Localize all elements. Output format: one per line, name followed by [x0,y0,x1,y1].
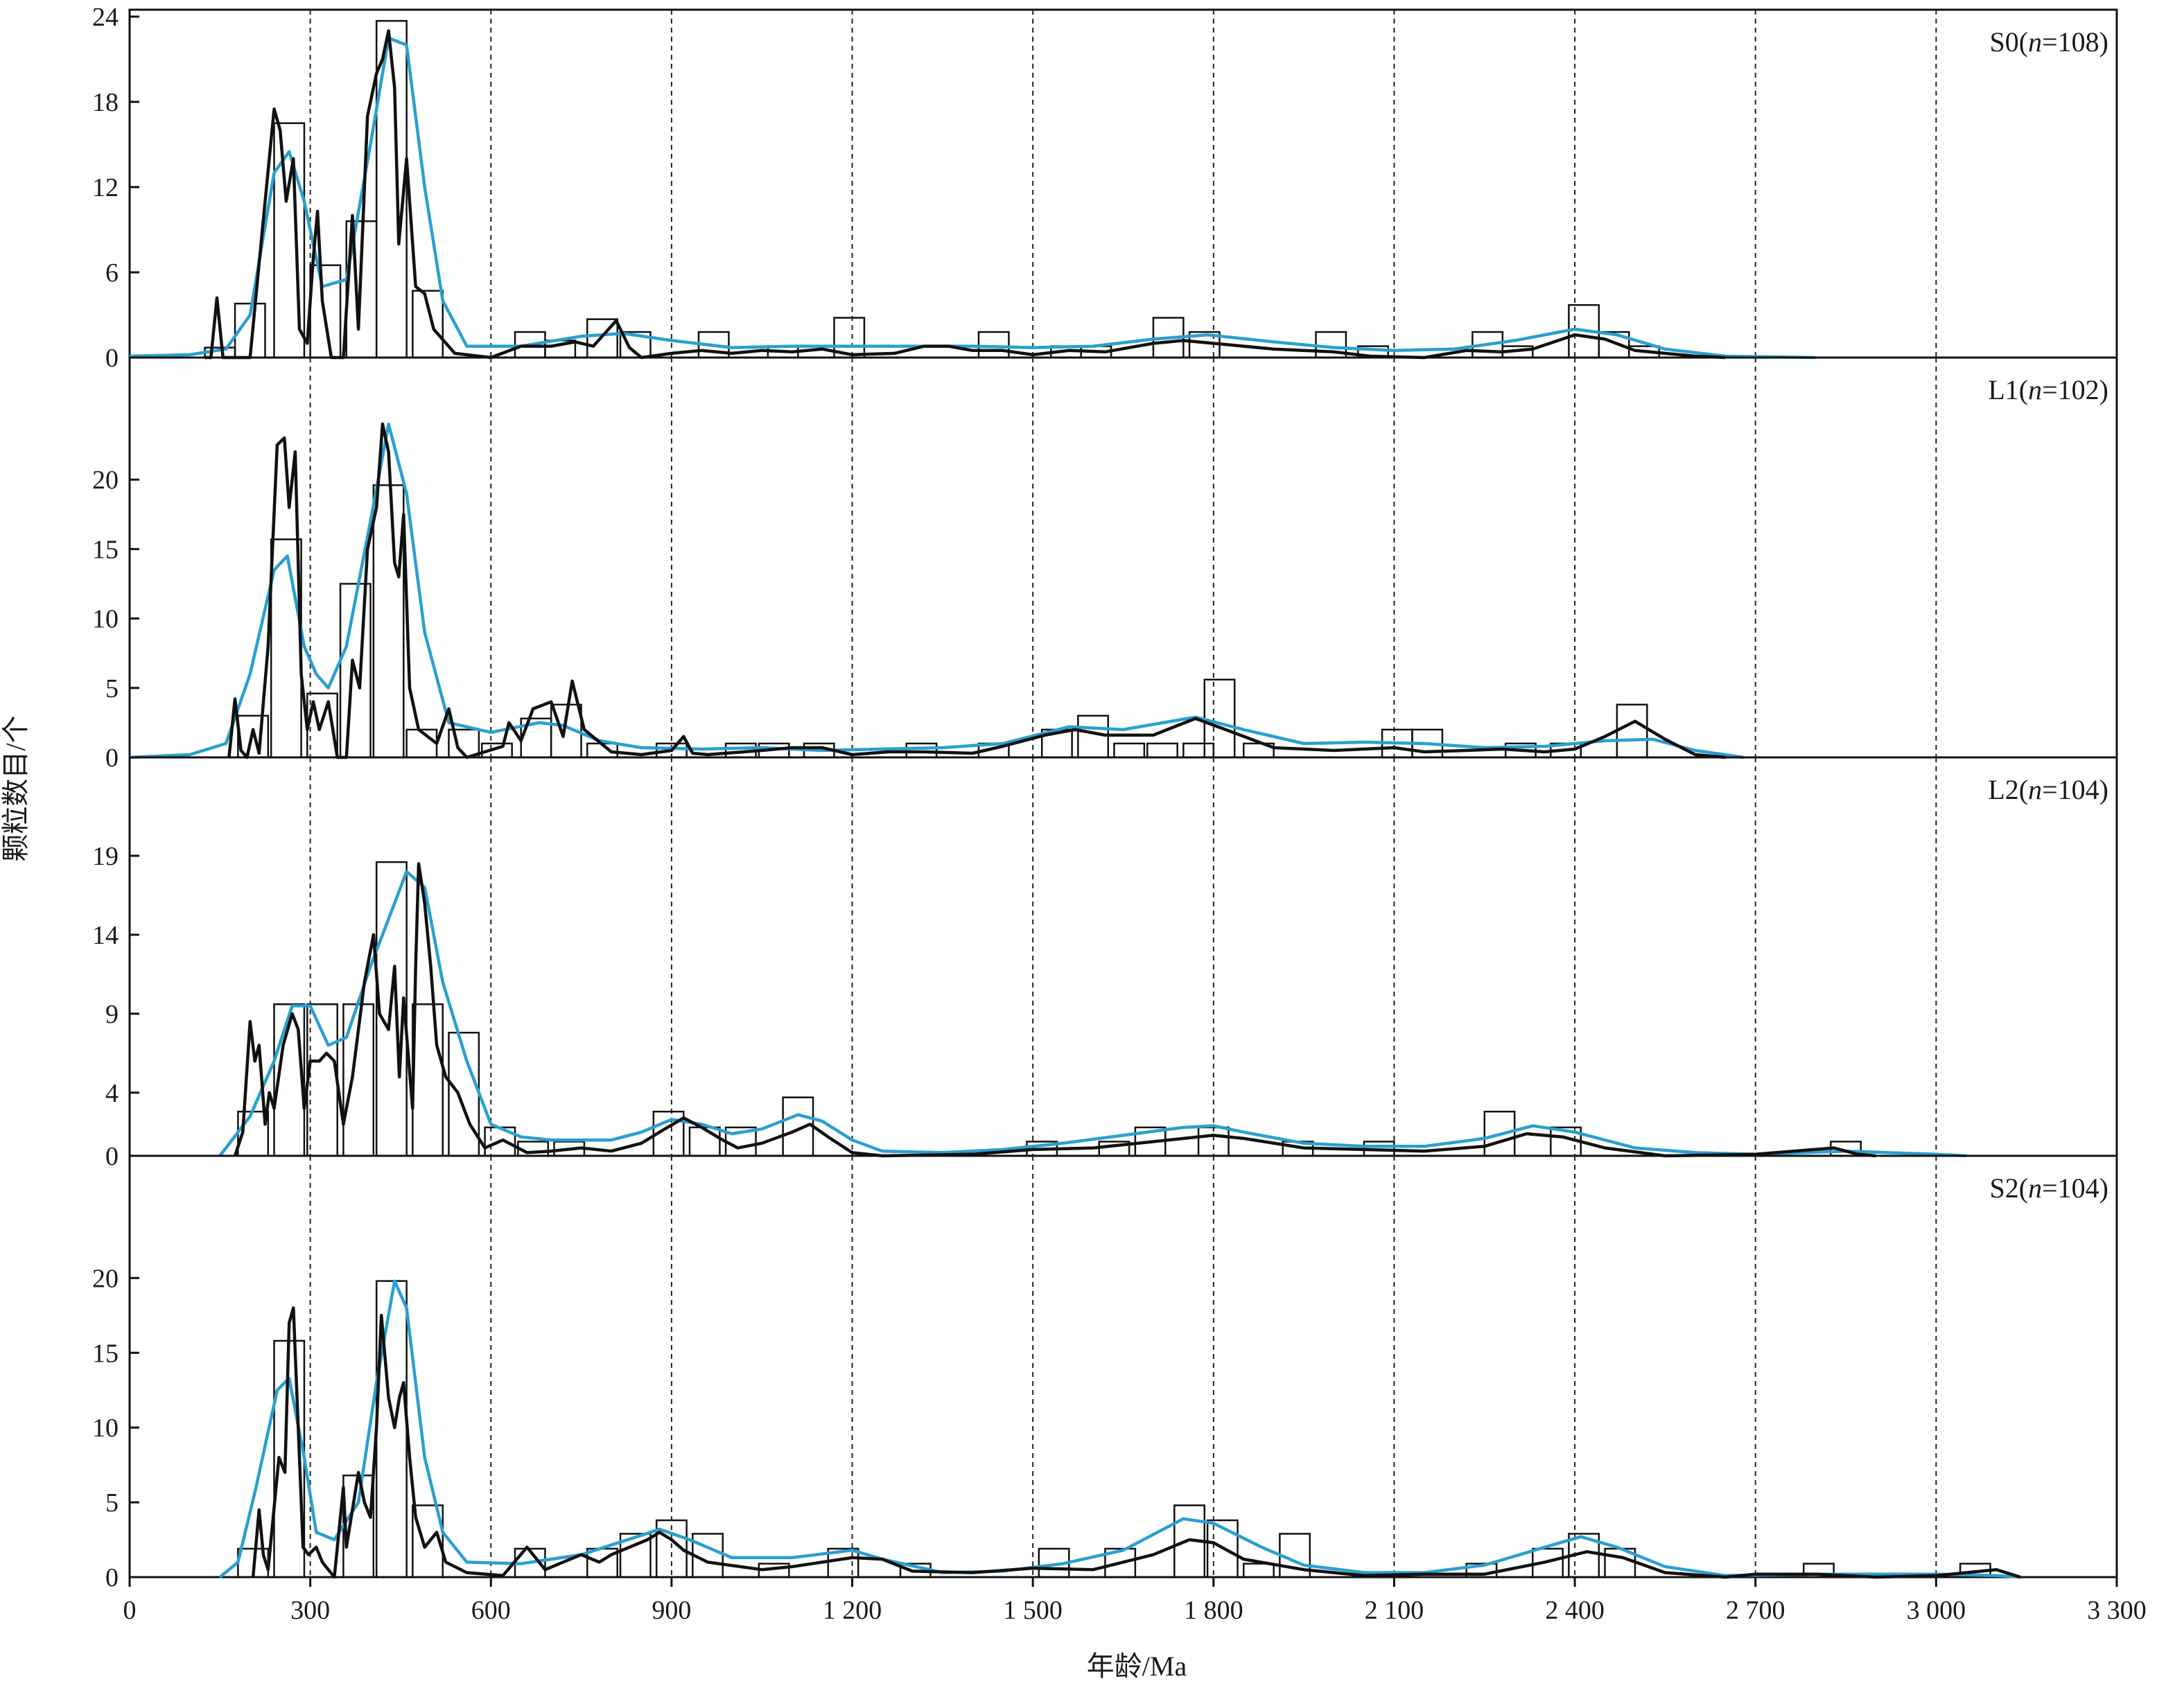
histogram-bar-S2-17 [1243,1563,1275,1579]
panel-S2: 0 5 10 15 20 S2(n=104) [92,1154,2118,1592]
histogram-bar-S2-14 [1104,1547,1137,1579]
x-axis-label: 年龄/Ma [1087,1651,1187,1682]
x-tick-label-1800: 1 800 [1184,1596,1243,1625]
sample-label-L2: L2(n=104) [1988,774,2108,805]
y-tick-label-L2-14: 14 [92,921,119,950]
histogram-bar-S2-7 [619,1533,652,1579]
panel-frame [128,1154,2118,1579]
y-tick-label-S2-5: 5 [105,1488,119,1518]
histogram-bar-L1-22 [1203,678,1236,759]
panels-group: 0 6 12 18 24 S0(n=108) 0 5 10 15 20 L1(n=102) 0 4 9 14 1… [92,3,2118,1592]
y-tick-label-L1-5: 5 [105,674,119,703]
y-tick-label-S2-10: 10 [92,1414,119,1443]
histogram-bar-L2-17 [1197,1126,1230,1157]
x-tick-label-2100: 2 100 [1365,1596,1424,1625]
histogram-bar-L1-19 [1113,742,1146,759]
histogram-bar-L1-21 [1182,742,1215,759]
pdp-curve-S2 [251,1306,2021,1579]
x-tick-label-0: 0 [123,1596,137,1625]
x-tick-label-1500: 1 500 [1003,1596,1063,1625]
y-tick-label-L1-0: 0 [105,744,119,773]
y-tick-label-L1-15: 15 [92,535,119,564]
histogram-bar-L1-20 [1146,742,1178,759]
x-tick-label-3300: 3 300 [2087,1596,2147,1625]
x-tick-label-900: 900 [652,1596,691,1625]
y-tick-label-S0-6: 6 [105,258,119,288]
x-axis: 0 300 600 900 1 200 1 500 1 800 2 100 2 400 2 700… [123,1577,2147,1625]
y-tick-label-S0-24: 24 [92,3,119,32]
x-tick-label-3000: 3 000 [1907,1596,1966,1625]
histogram-bar-S2-23 [1802,1563,1835,1579]
histogram-bar-S2-2 [342,1474,375,1579]
histogram-bar-L1-4 [372,484,405,759]
histogram-bar-S2-20 [1532,1547,1564,1579]
histogram-bar-S0-14 [977,331,1010,359]
pdp-curve-L2 [233,862,1876,1158]
y-tick-label-L1-10: 10 [92,605,119,634]
kde-curve-S2 [218,1279,2021,1579]
y-tick-label-S2-20: 20 [92,1264,119,1293]
x-tick-label-300: 300 [290,1596,330,1625]
y-axis-label: 颗粒数目/个 [0,715,31,861]
kde-curve-L2 [218,870,1966,1158]
pdp-curve-S0 [204,29,1726,360]
histogram-bar-L1-18 [1077,714,1110,759]
histogram-bar-L1-1 [270,538,302,759]
x-tick-label-1200: 1 200 [823,1596,882,1625]
y-tick-label-S0-0: 0 [105,344,119,373]
y-tick-label-S2-0: 0 [105,1563,119,1592]
y-tick-label-S0-12: 12 [92,173,119,202]
panel-S0: 0 6 12 18 24 S0(n=108) [92,3,2118,373]
histogram-bar-S2-16 [1206,1519,1239,1579]
kde-curve-S0 [129,36,1816,360]
y-tick-label-S2-15: 15 [92,1339,119,1368]
histogram-bar-S2-4 [412,1504,444,1579]
histogram-bar-L2-5 [412,1003,444,1157]
panel-frame [128,356,2118,759]
y-tick-label-L2-19: 19 [92,842,119,871]
y-tick-label-L2-0: 0 [105,1142,119,1171]
sample-label-S2: S2(n=104) [1990,1172,2108,1204]
panel-L1: 0 5 10 15 20 L1(n=102) [92,356,2118,773]
y-tick-label-L1-20: 20 [92,466,119,495]
kde-curve-L1 [129,422,1744,759]
x-tick-label-2700: 2 700 [1726,1596,1785,1625]
panel-L2: 0 4 9 14 19 L2(n=104) [92,756,2118,1171]
sample-label-L1: L1(n=102) [1988,374,2108,405]
pdp-curve-L1 [227,422,1726,759]
y-tick-label-L2-4: 4 [105,1079,119,1108]
y-tick-label-S0-18: 18 [92,88,119,117]
sample-label-S0: S0(n=108) [1990,26,2108,58]
x-tick-label-600: 600 [471,1596,511,1625]
histogram-bar-L2-11 [688,1126,721,1157]
x-tick-label-2400: 2 400 [1545,1596,1605,1625]
panel-frame [128,756,2118,1157]
histogram-bar-L2-2 [306,1003,338,1157]
histogram-bar-L1-28 [1616,703,1648,759]
y-tick-label-L2-9: 9 [105,1000,119,1029]
histogram-bar-L2-13 [782,1096,814,1157]
histogram-bar-S2-11 [827,1547,859,1579]
